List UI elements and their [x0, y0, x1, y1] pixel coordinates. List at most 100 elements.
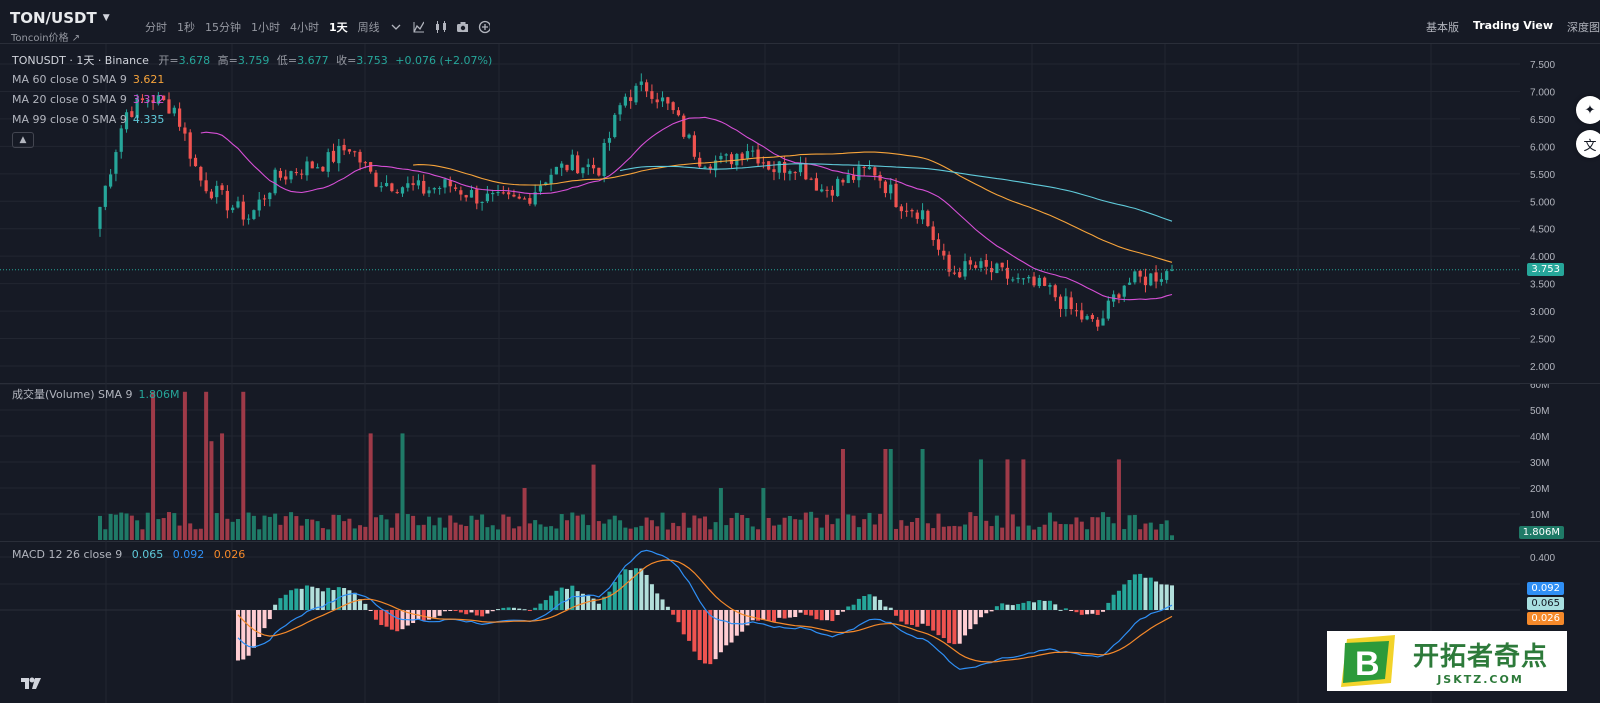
macd-pane[interactable]: 0.400 MACD 12 26 close 9 0.065 0.092 0.0…	[0, 542, 1600, 703]
candle-body	[406, 183, 410, 188]
macd-histogram-bar	[522, 609, 527, 611]
chevron-down-icon[interactable]	[385, 18, 407, 36]
interval-tab-active[interactable]: 1天	[329, 21, 348, 34]
tab-tradingview[interactable]: Trading View	[1472, 19, 1553, 32]
volume-bar	[166, 512, 171, 540]
volume-bar	[973, 516, 978, 540]
price-axis-tick: 4.500	[1530, 225, 1555, 236]
volume-bar	[729, 517, 734, 540]
volume-bar	[994, 515, 999, 540]
macd-histogram-bar	[517, 608, 522, 610]
macd-histogram-bar	[676, 610, 681, 623]
collapse-legend-button[interactable]: ▲	[12, 132, 34, 148]
macd-histogram-bar	[1058, 609, 1063, 611]
macd-histogram-bar	[437, 610, 442, 616]
volume-bar	[591, 464, 596, 540]
indicator-icon[interactable]	[407, 18, 429, 36]
ma20-legend[interactable]: MA 20 close 0 SMA 9 3.312	[12, 93, 164, 106]
candle-body	[676, 110, 681, 116]
volume-bar	[1037, 526, 1042, 540]
candle-body	[883, 181, 888, 194]
volume-bar	[915, 517, 920, 540]
macd-histogram-bar	[278, 598, 283, 610]
volume-bar	[1005, 459, 1010, 540]
macd-chart[interactable]: 0.400	[0, 542, 1600, 703]
camera-icon[interactable]	[451, 18, 473, 36]
volume-bar	[145, 512, 150, 540]
tab-basic[interactable]: 基本版	[1425, 21, 1459, 34]
macd-histogram-bar	[681, 610, 686, 635]
volume-bar	[639, 525, 644, 540]
volume-bar	[389, 527, 394, 540]
macd-histogram-bar	[968, 610, 973, 630]
volume-legend[interactable]: 成交量(Volume) SMA 9 1.806M	[12, 386, 179, 402]
volume-bar	[395, 513, 400, 540]
symbol-selector[interactable]: TON/USDT ▼	[10, 9, 110, 27]
volume-bar	[437, 517, 442, 540]
candle-body	[262, 198, 267, 200]
volume-bar	[543, 526, 548, 540]
macd-histogram-bar	[702, 610, 707, 664]
volume-bar	[1021, 459, 1026, 540]
macd-histogram-bar	[1122, 584, 1127, 610]
symbol-subname[interactable]: Toncoin价格 ↗	[11, 29, 80, 44]
volume-bar	[649, 520, 654, 540]
ma99-legend[interactable]: MA 99 close 0 SMA 9 4.335	[12, 113, 164, 126]
ma60-line	[413, 151, 1173, 263]
candle-body	[278, 170, 283, 178]
interval-tab[interactable]: 15分钟	[205, 21, 241, 34]
volume-bar	[442, 527, 447, 540]
volume-bar	[506, 516, 511, 540]
candle-body	[936, 239, 941, 250]
tab-depth[interactable]: 深度图	[1567, 21, 1600, 34]
tradingview-logo[interactable]	[20, 676, 42, 694]
macd-histogram-bar	[538, 603, 543, 610]
volume-bar	[241, 391, 246, 540]
candle-body	[528, 198, 532, 204]
macd-histogram-bar	[485, 610, 490, 614]
volume-bar	[490, 525, 495, 540]
ma60-legend[interactable]: MA 60 close 0 SMA 9 3.621	[12, 73, 164, 86]
interval-tab[interactable]: 1秒	[177, 21, 195, 34]
volume-bar	[177, 525, 182, 540]
macd-legend[interactable]: MACD 12 26 close 9 0.065 0.092 0.026	[12, 548, 245, 561]
volume-bar	[251, 515, 256, 540]
plus-icon[interactable]	[473, 18, 495, 36]
volume-bar	[931, 528, 936, 540]
sparkle-icon[interactable]: ✦	[1576, 96, 1600, 124]
candle-body	[692, 135, 696, 157]
volume-bar	[432, 525, 437, 540]
candle-body	[602, 142, 606, 176]
macd-histogram-bar	[713, 610, 718, 660]
macd-histogram-bar	[634, 568, 638, 610]
macd-histogram-bar	[1111, 594, 1116, 610]
volume-bar	[453, 522, 458, 540]
candle-body	[708, 166, 712, 170]
interval-tab[interactable]: 4小时	[290, 21, 319, 34]
macd-histogram-bar	[389, 610, 394, 630]
volume-pane[interactable]: 60M 50M 40M 30M 20M 10M 成交量(Volume) SMA 9 1.80…	[0, 384, 1600, 542]
interval-tab[interactable]: 分时	[145, 21, 167, 34]
translate-icon[interactable]: 文	[1576, 130, 1600, 158]
candle-body	[438, 188, 442, 190]
candle-body	[570, 154, 574, 171]
interval-tab[interactable]: 1小时	[251, 21, 280, 34]
candle-body	[98, 206, 102, 229]
macd-histogram-bar	[692, 610, 697, 652]
macd-histogram-bar	[448, 610, 453, 611]
macd-histogram-bar	[1032, 602, 1037, 610]
price-chart[interactable]: 7.500 7.000 6.500 6.000 5.500 5.000 4.500 4.000…	[0, 44, 1600, 384]
candle-body	[1159, 279, 1163, 282]
macd-histogram-bar	[920, 610, 925, 624]
macd-histogram-bar	[697, 610, 702, 661]
candle-body	[459, 190, 463, 195]
price-pane[interactable]: 7.500 7.000 6.500 6.000 5.500 5.000 4.500 4.000…	[0, 44, 1600, 384]
candles-icon[interactable]	[429, 18, 451, 36]
volume-bar	[411, 515, 416, 540]
volume-bar	[655, 526, 660, 540]
volume-title: 成交量(Volume) SMA 9	[12, 388, 133, 401]
macd-histogram-bar	[379, 610, 384, 626]
macd-histogram-bar	[591, 598, 596, 610]
volume-chart[interactable]: 60M 50M 40M 30M 20M 10M	[0, 384, 1600, 542]
interval-tab[interactable]: 周线	[357, 21, 380, 34]
